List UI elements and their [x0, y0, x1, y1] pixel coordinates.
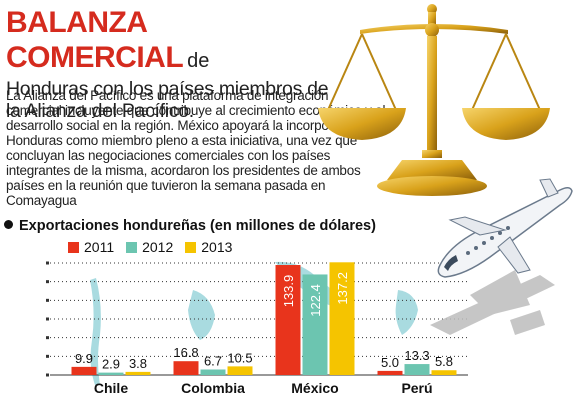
- bar-chart: 9.9 2.9 3.8 16.8 6.7 10.5 133.9 122.4 137.2 5.0 13…: [46, 261, 468, 396]
- intro-paragraph: La Alianza del Pacífico es una plataform…: [6, 88, 386, 208]
- bar-2013-3: [431, 370, 457, 375]
- legend-swatch-2012: [126, 241, 138, 253]
- axis-tick: [46, 298, 49, 302]
- bar-2011-0: [71, 366, 97, 375]
- airplane-body: [437, 178, 573, 278]
- value-label: 5.8: [435, 354, 453, 369]
- chart-title-text: Exportaciones hondureñas (en millones de…: [19, 218, 376, 234]
- chart-legend: 2011 2012 2013: [68, 239, 232, 255]
- legend-item-2011: 2011: [68, 239, 114, 255]
- axis-tick: [46, 317, 49, 321]
- page-title: BALANZA COMERCIAL: [6, 6, 184, 74]
- value-label: 10.5: [227, 350, 252, 365]
- bar-2013-1: [227, 366, 253, 375]
- title-line: BALANZA COMERCIAL de: [6, 8, 336, 78]
- axis-tick: [46, 354, 49, 358]
- value-label: 122.4: [308, 284, 323, 317]
- bar-2012-3: [404, 364, 430, 375]
- value-label: 133.9: [281, 275, 296, 308]
- legend-label-2011: 2011: [84, 239, 115, 255]
- peru-map-shape: [395, 290, 418, 335]
- axis-tick: [46, 373, 49, 377]
- bar-2011-1: [173, 361, 199, 375]
- value-label: 137.2: [335, 272, 350, 305]
- value-label: 16.8: [173, 345, 198, 360]
- value-label: 3.8: [129, 356, 147, 371]
- legend-swatch-2013: [185, 241, 197, 253]
- legend-item-2012: 2012: [126, 239, 173, 255]
- colombia-map-shape: [188, 290, 215, 340]
- bar-2013-2: [329, 262, 355, 375]
- category-label: Colombia: [181, 380, 245, 396]
- bars: [71, 262, 457, 375]
- chart-title: Exportaciones hondureñas (en millones de…: [4, 218, 376, 234]
- axis-tick: [46, 280, 49, 284]
- value-label: 2.9: [102, 357, 120, 372]
- category-label: Chile: [94, 380, 128, 396]
- scale-icon: [312, 0, 577, 210]
- bar-2012-0: [98, 372, 124, 375]
- page-subtitle: Honduras con los países miembros de la A…: [6, 78, 329, 122]
- airplane-shadow: [430, 270, 555, 335]
- bar-2013-0: [125, 371, 151, 375]
- legend-label-2012: 2012: [142, 239, 174, 255]
- value-label: 5.0: [381, 355, 399, 370]
- axis-tick: [46, 261, 49, 265]
- title-connector: de: [187, 50, 210, 72]
- legend-swatch-2011: [68, 241, 79, 253]
- value-label: 9.9: [75, 351, 93, 366]
- title-block: BALANZA COMERCIAL de Honduras con los paí…: [6, 8, 336, 123]
- category-label: México: [291, 380, 338, 396]
- bullet-icon: [4, 220, 13, 229]
- airplane-icon: [420, 175, 577, 355]
- legend-label-2013: 2013: [201, 239, 233, 255]
- bar-2011-3: [377, 370, 403, 375]
- grid: [46, 261, 468, 377]
- axis-tick: [46, 336, 49, 340]
- category-label: Perú: [401, 380, 432, 396]
- value-label: 13.3: [404, 348, 429, 363]
- legend-item-2013: 2013: [185, 239, 232, 255]
- value-labels: 9.9 2.9 3.8 16.8 6.7 10.5 133.9 122.4 137.2 5.0 13…: [75, 272, 453, 372]
- chile-map-shape: [90, 278, 101, 385]
- bar-2012-1: [200, 369, 226, 375]
- bar-2011-2: [275, 265, 301, 375]
- category-labels: Chile Colombia México Perú: [94, 380, 433, 396]
- value-label: 6.7: [204, 353, 222, 368]
- bar-2012-2: [302, 274, 328, 375]
